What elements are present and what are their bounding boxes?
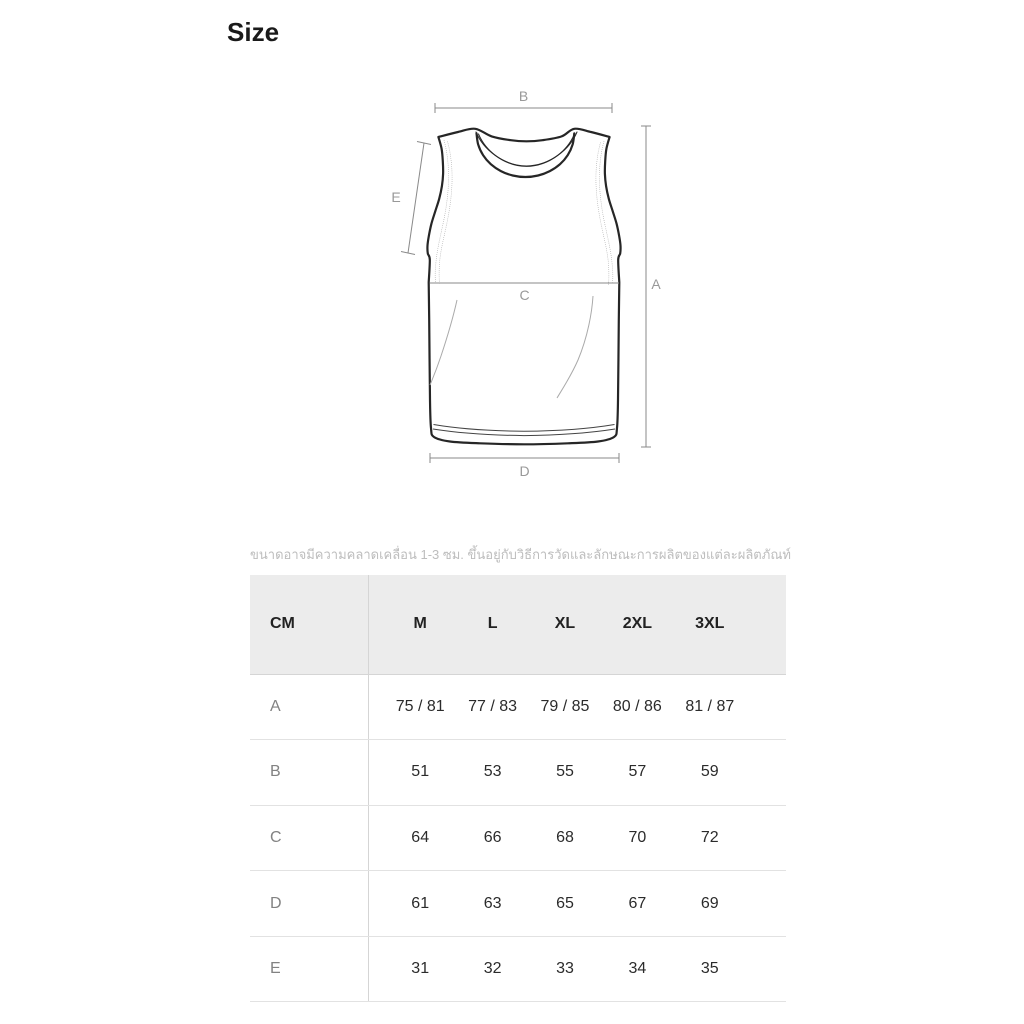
svg-text:A: A	[651, 276, 661, 292]
svg-text:C: C	[519, 287, 529, 303]
svg-text:B: B	[519, 88, 528, 104]
svg-text:E: E	[391, 189, 400, 205]
svg-text:D: D	[519, 463, 529, 479]
